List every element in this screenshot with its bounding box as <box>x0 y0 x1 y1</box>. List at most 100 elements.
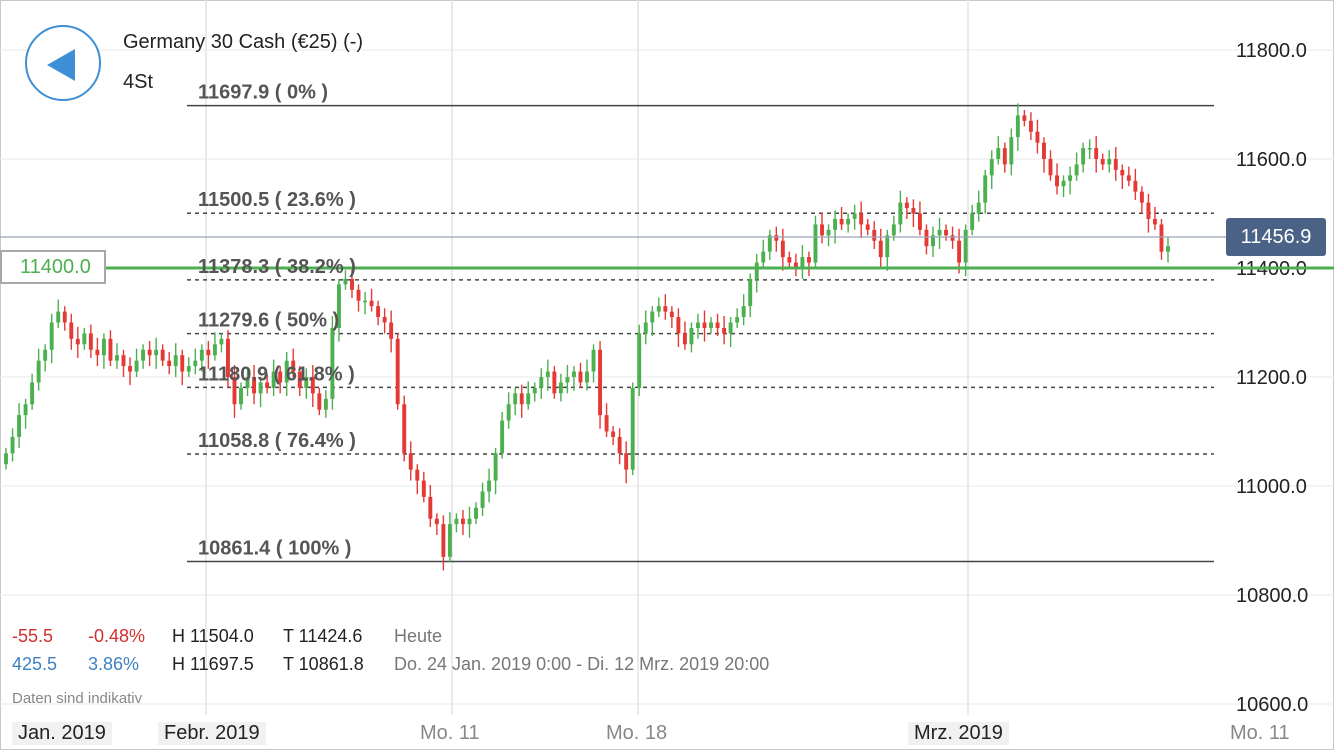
candle-body[interactable] <box>715 322 720 328</box>
candle-body[interactable] <box>1152 218 1157 225</box>
candle-body[interactable] <box>454 518 459 525</box>
candle-body[interactable] <box>813 224 818 263</box>
candle-body[interactable] <box>702 322 707 328</box>
candle-body[interactable] <box>800 257 805 268</box>
candle-body[interactable] <box>793 262 798 268</box>
candle-body[interactable] <box>748 278 753 307</box>
candle-body[interactable] <box>996 148 1001 159</box>
candle-body[interactable] <box>1015 115 1020 138</box>
candle-body[interactable] <box>519 393 524 405</box>
candle-body[interactable] <box>30 382 35 405</box>
candle-body[interactable] <box>1048 159 1053 176</box>
candle-body[interactable] <box>709 322 713 328</box>
candle-body[interactable] <box>617 436 622 454</box>
candle-body[interactable] <box>101 338 106 356</box>
candle-body[interactable] <box>75 338 80 345</box>
candle-body[interactable] <box>487 480 492 492</box>
candle-body[interactable] <box>310 377 315 394</box>
candle-body[interactable] <box>669 311 674 318</box>
candle-body[interactable] <box>859 213 864 225</box>
candle-body[interactable] <box>558 382 563 394</box>
candle-body[interactable] <box>565 377 570 383</box>
candle-body[interactable] <box>493 453 498 481</box>
candle-body[interactable] <box>1100 159 1105 165</box>
candle-body[interactable] <box>17 415 22 437</box>
candle-body[interactable] <box>186 366 191 372</box>
candle-body[interactable] <box>467 518 472 525</box>
candle-body[interactable] <box>95 349 100 356</box>
candle-body[interactable] <box>539 377 544 388</box>
candle-body[interactable] <box>1087 148 1092 150</box>
candle-body[interactable] <box>1028 120 1033 132</box>
candle-body[interactable] <box>585 371 589 383</box>
candle-body[interactable] <box>839 218 844 225</box>
candle-body[interactable] <box>265 382 270 388</box>
candle-body[interactable] <box>1126 175 1131 181</box>
candle-body[interactable] <box>924 229 929 247</box>
candle-body[interactable] <box>239 387 243 405</box>
candle-body[interactable] <box>761 251 766 263</box>
candle-body[interactable] <box>780 240 785 258</box>
candle-body[interactable] <box>1068 175 1073 181</box>
candle-body[interactable] <box>878 240 883 258</box>
candle-body[interactable] <box>944 229 949 236</box>
candle-body[interactable] <box>363 300 368 303</box>
candle-body[interactable] <box>689 327 694 345</box>
candle-body[interactable] <box>656 306 661 312</box>
candle-body[interactable] <box>904 202 909 209</box>
candle-body[interactable] <box>330 327 335 399</box>
candle-body[interactable] <box>356 289 361 301</box>
candle-body[interactable] <box>676 317 681 334</box>
candle-body[interactable] <box>154 349 159 356</box>
candle-body[interactable] <box>787 257 792 263</box>
candle-body[interactable] <box>88 333 93 350</box>
candle-body[interactable] <box>212 344 217 356</box>
candle-body[interactable] <box>865 224 870 230</box>
candle-body[interactable] <box>447 524 452 557</box>
candle-body[interactable] <box>722 327 727 334</box>
candle-body[interactable] <box>1061 180 1066 187</box>
candle-body[interactable] <box>108 338 113 361</box>
candle-body[interactable] <box>284 360 289 383</box>
candle-body[interactable] <box>4 453 8 465</box>
candle-body[interactable] <box>852 213 857 219</box>
candle-body[interactable] <box>225 338 230 377</box>
candle-body[interactable] <box>931 235 935 247</box>
candle-body[interactable] <box>480 491 485 508</box>
candle-body[interactable] <box>506 404 511 421</box>
candle-body[interactable] <box>806 257 811 263</box>
candle-body[interactable] <box>741 306 746 318</box>
candle-body[interactable] <box>160 349 165 361</box>
candle-body[interactable] <box>62 311 67 323</box>
candle-body[interactable] <box>323 398 328 410</box>
candle-body[interactable] <box>545 371 550 377</box>
candle-body[interactable] <box>526 393 531 405</box>
timeframe-label[interactable]: 4St <box>123 71 154 93</box>
candle-body[interactable] <box>278 371 283 383</box>
candle-body[interactable] <box>1139 191 1144 203</box>
candle-body[interactable] <box>532 387 537 394</box>
candle-body[interactable] <box>963 229 968 263</box>
candle-body[interactable] <box>820 224 824 236</box>
candle-body[interactable] <box>950 235 955 241</box>
candle-body[interactable] <box>774 235 779 241</box>
candle-body[interactable] <box>271 371 276 388</box>
candle-body[interactable] <box>591 349 596 372</box>
candle-body[interactable] <box>343 278 348 285</box>
candle-body[interactable] <box>56 311 61 323</box>
candle-body[interactable] <box>650 311 655 323</box>
candle-body[interactable] <box>317 393 322 410</box>
candle-body[interactable] <box>1133 180 1138 192</box>
candle-body[interactable] <box>291 360 296 372</box>
candle-body[interactable] <box>728 322 733 334</box>
candle-body[interactable] <box>957 240 962 263</box>
candle-body[interactable] <box>350 278 354 290</box>
candle-body[interactable] <box>134 360 139 372</box>
horizontal-level-label[interactable]: 11400.0 <box>0 250 106 284</box>
candle-body[interactable] <box>989 159 994 176</box>
candle-body[interactable] <box>891 224 896 236</box>
candle-body[interactable] <box>245 377 250 388</box>
candle-body[interactable] <box>578 371 583 383</box>
candle-body[interactable] <box>696 322 700 328</box>
candle-body[interactable] <box>1009 137 1014 165</box>
